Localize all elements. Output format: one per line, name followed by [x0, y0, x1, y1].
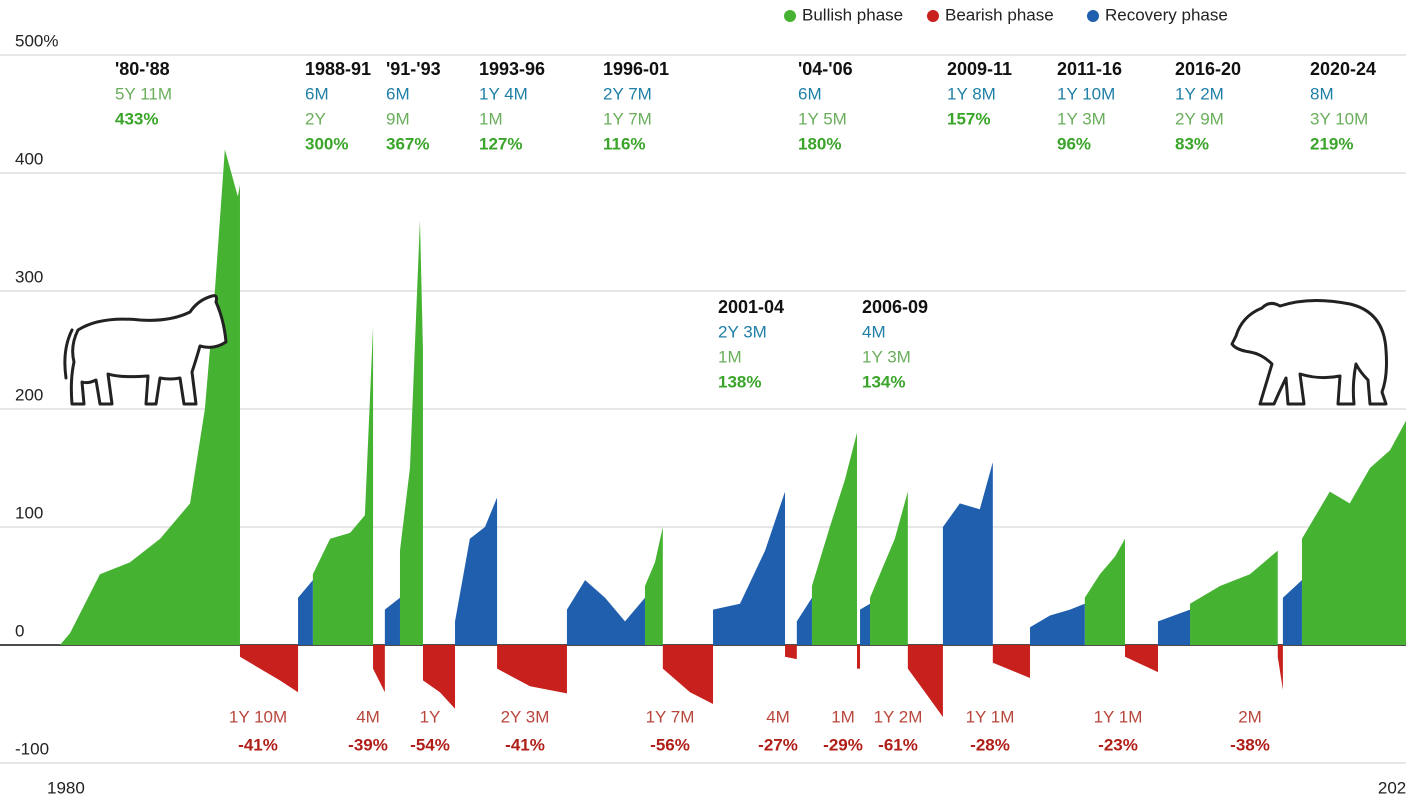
bear-duration: 1Y 10M [229, 707, 287, 726]
bull-period: 2009-11 [947, 59, 1012, 79]
bull-period: 2020-24 [1310, 59, 1376, 79]
bull-period: 2016-20 [1175, 59, 1241, 79]
y-tick-label: -100 [15, 739, 49, 758]
labels: -100 0 100 200 300 400 500% 1980 2024 Bullish pha… [15, 5, 1406, 797]
legend-swatch [1087, 10, 1099, 22]
bull-duration: 2Y 9M [1175, 109, 1224, 128]
bear-duration: 4M [356, 707, 380, 726]
area [298, 462, 1302, 645]
y-tick-label: 300 [15, 267, 43, 286]
bull-duration: 1Y 5M [798, 109, 847, 128]
legend-label: Bearish phase [945, 5, 1054, 24]
bear-duration: 4M [766, 707, 790, 726]
x-tick-label: 1980 [47, 778, 85, 797]
bull-period: 2001-04 [718, 297, 784, 317]
recovery-duration: 1Y 10M [1057, 84, 1115, 103]
recovery-duration: 6M [305, 84, 329, 103]
recovery-duration: 1Y 4M [479, 84, 528, 103]
legend-label: Bullish phase [802, 5, 903, 24]
bull-gain: 219% [1310, 134, 1353, 153]
bull-duration: 1M [479, 109, 503, 128]
bull-gain: 138% [718, 372, 761, 391]
recovery-duration: 8M [1310, 84, 1334, 103]
bear-duration: 1M [831, 707, 855, 726]
recovery-duration: 6M [386, 84, 410, 103]
bull-duration: 1M [718, 347, 742, 366]
bear-loss: -29% [823, 735, 863, 754]
bear-loss: -28% [970, 735, 1010, 754]
bull-gain: 96% [1057, 134, 1091, 153]
bear-duration: 1Y 1M [1094, 707, 1143, 726]
legend-swatch [784, 10, 796, 22]
bear-loss: -61% [878, 735, 918, 754]
recovery-duration: 4M [862, 322, 886, 341]
bull-period: '91-'93 [386, 59, 441, 79]
bull-gain: 433% [115, 109, 158, 128]
bull-duration: 5Y 11M [115, 84, 172, 103]
bear-duration: 1Y 7M [646, 707, 695, 726]
bear-loss: -54% [410, 735, 450, 754]
bull-duration: 2Y [305, 109, 326, 128]
bear-loss: -23% [1098, 735, 1138, 754]
bear-icon [1230, 298, 1388, 406]
bull-duration: 1Y 7M [603, 109, 652, 128]
bull-duration: 3Y 10M [1310, 109, 1368, 128]
y-tick-label: 400 [15, 149, 43, 168]
bull-duration: 9M [386, 109, 410, 128]
bull-icon [63, 294, 228, 406]
bull-duration: 1Y 3M [1057, 109, 1106, 128]
bear-loss: -41% [505, 735, 545, 754]
recovery-duration: 6M [798, 84, 822, 103]
bull-period: 2006-09 [862, 297, 928, 317]
bull-gain: 300% [305, 134, 348, 153]
area [239, 645, 1283, 717]
bull-gain: 134% [862, 372, 905, 391]
bull-period: '80-'88 [115, 59, 170, 79]
bear-loss: -56% [650, 735, 690, 754]
area [60, 149, 1406, 645]
legend-swatch [927, 10, 939, 22]
areas [60, 149, 1406, 717]
y-tick-label: 200 [15, 385, 43, 404]
bear-loss: -39% [348, 735, 388, 754]
recovery-duration: 1Y 8M [947, 84, 996, 103]
bear-duration: 1Y 1M [966, 707, 1015, 726]
bear-duration: 1Y 2M [874, 707, 923, 726]
bull-gain: 367% [386, 134, 429, 153]
bear-loss: -27% [758, 735, 798, 754]
y-tick-label: 500% [15, 31, 58, 50]
recovery-duration: 2Y 3M [718, 322, 767, 341]
y-tick-label: 0 [15, 621, 24, 640]
bear-outline [1230, 298, 1388, 406]
bear-loss: -38% [1230, 735, 1270, 754]
bull-duration: 1Y 3M [862, 347, 911, 366]
bear-duration: 2M [1238, 707, 1262, 726]
bull-gain: 180% [798, 134, 841, 153]
recovery-duration: 2Y 7M [603, 84, 652, 103]
bull-outline [63, 294, 228, 406]
bull-period: 1996-01 [603, 59, 669, 79]
bull-period: 1988-91 [305, 59, 371, 79]
bull-period: 2011-16 [1057, 59, 1122, 79]
bull-gain: 127% [479, 134, 522, 153]
bear-duration: 2Y 3M [501, 707, 550, 726]
x-tick-label: 2024 [1378, 778, 1406, 797]
bear-loss: -41% [238, 735, 278, 754]
bull-period: '04-'06 [798, 59, 853, 79]
bull-gain: 157% [947, 109, 990, 128]
bull-gain: 116% [603, 134, 646, 153]
bull-gain: 83% [1175, 134, 1209, 153]
y-tick-label: 100 [15, 503, 43, 522]
bull-period: 1993-96 [479, 59, 545, 79]
recovery-duration: 1Y 2M [1175, 84, 1224, 103]
legend-label: Recovery phase [1105, 5, 1228, 24]
bear-duration: 1Y [420, 707, 441, 726]
